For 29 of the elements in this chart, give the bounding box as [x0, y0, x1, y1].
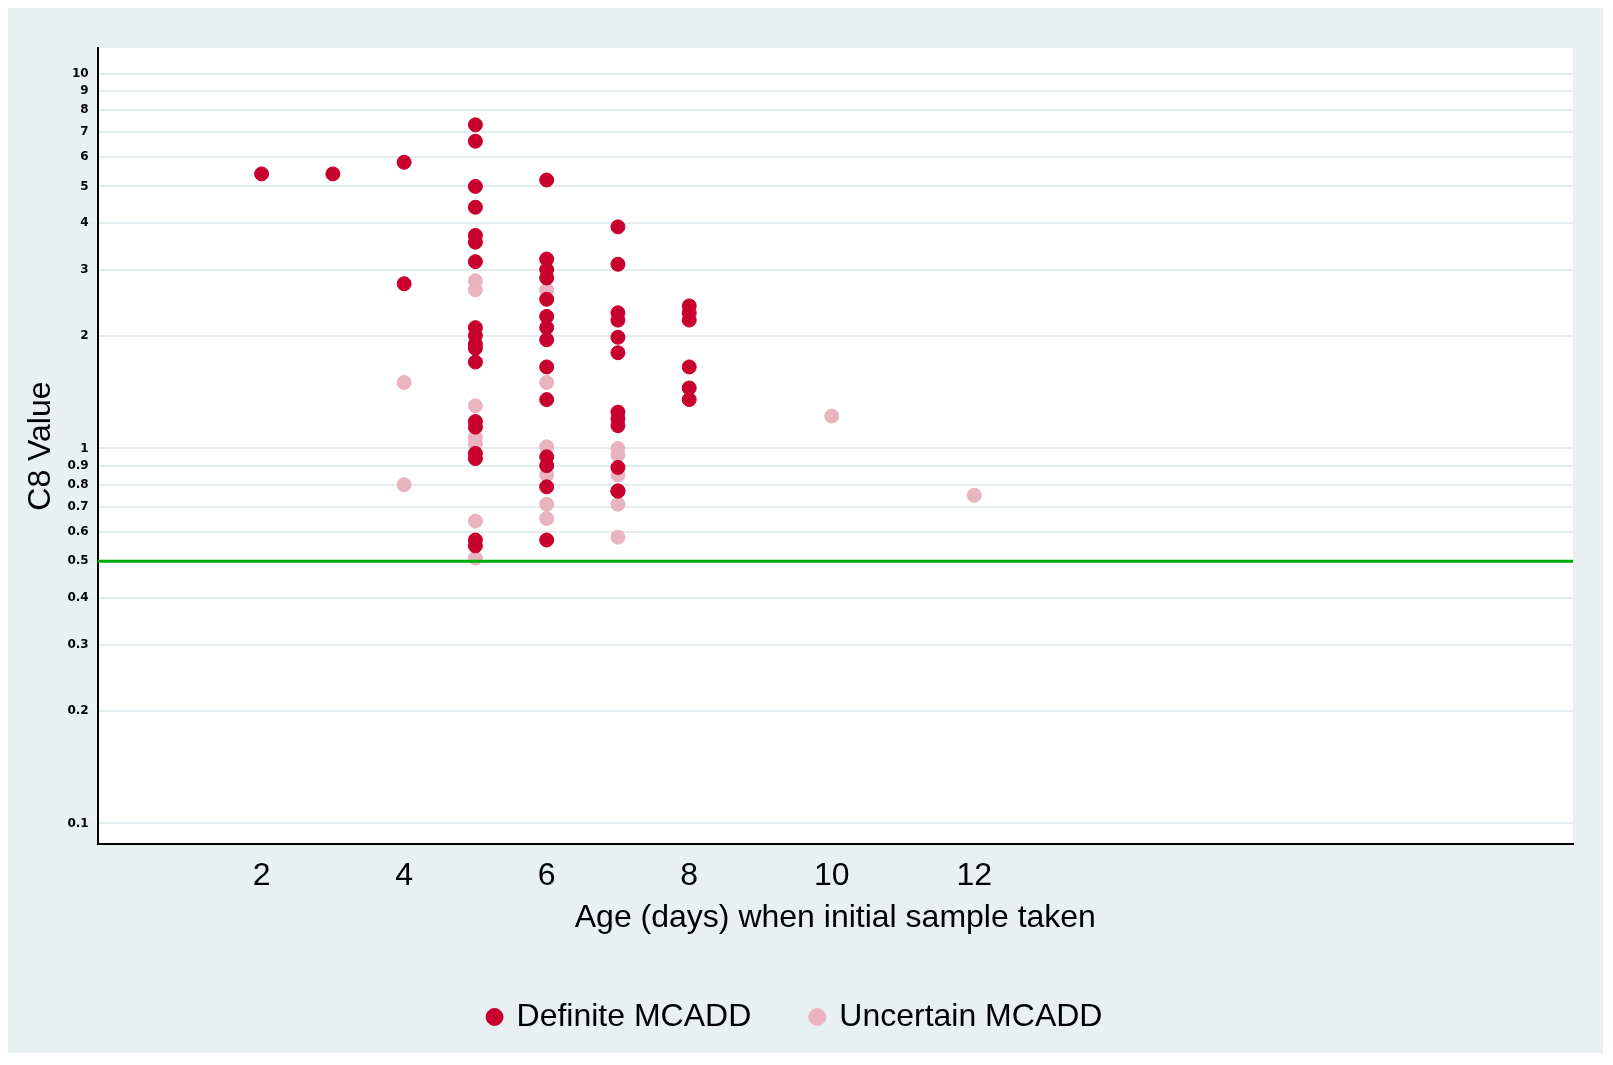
x-tick-label: 2 [252, 856, 271, 893]
y-tick-label: 8 [80, 102, 89, 117]
y-tick-label: 0.5 [67, 553, 89, 568]
x-tick-label: 6 [537, 856, 556, 893]
x-tick-label: 8 [680, 856, 699, 893]
y-tick-label: 0.6 [67, 523, 89, 538]
y-tick-label: 0.9 [67, 457, 89, 472]
y-tick-label: 0.2 [67, 702, 89, 717]
y-tick-label: 10 [71, 65, 89, 80]
y-tick-label: 0.1 [67, 815, 89, 830]
y-tick-label: 7 [80, 123, 89, 138]
y-tick-label: 9 [80, 82, 89, 97]
x-tick-label: 12 [956, 856, 993, 893]
y-tick-label: 0.7 [67, 498, 89, 513]
y-tick-label: 1 [80, 440, 89, 455]
y-tick-label: 2 [80, 327, 89, 342]
y-axis-title: C8 Value [21, 381, 58, 511]
y-tick-label: 0.8 [67, 476, 89, 491]
y-tick-label: 4 [80, 214, 89, 229]
x-axis-title: Age (days) when initial sample taken [574, 897, 1096, 934]
y-tick-label: 0.3 [67, 636, 89, 651]
y-tick-label: 3 [80, 261, 89, 276]
x-tick-label: 10 [813, 856, 850, 893]
legend-label: Uncertain MCADD [839, 996, 1103, 1033]
y-tick-label: 5 [80, 178, 89, 193]
x-tick-label: 4 [395, 856, 414, 893]
legend-label: Definite MCADD [516, 996, 752, 1033]
y-tick-label: 6 [80, 148, 89, 163]
y-tick-label: 0.4 [67, 589, 89, 604]
